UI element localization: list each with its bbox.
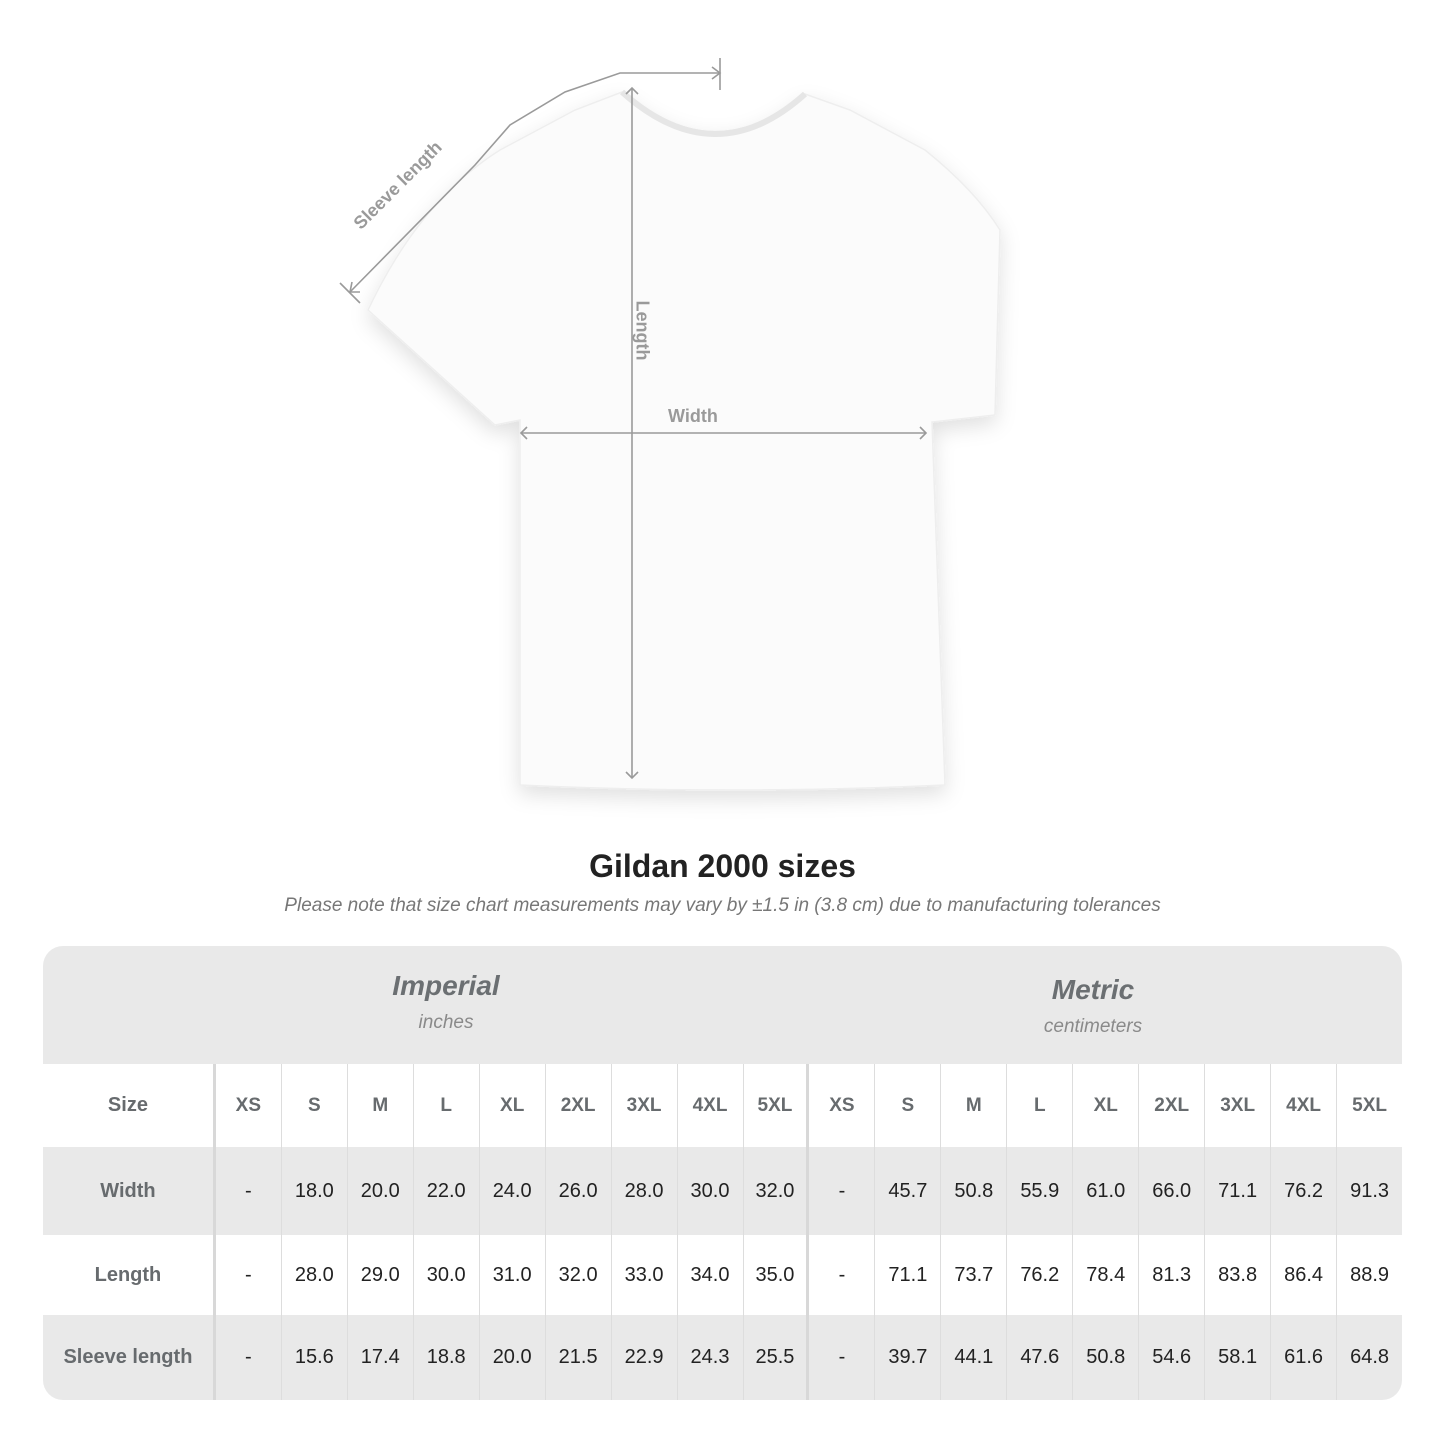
table-cell: 71.1 xyxy=(1205,1147,1272,1235)
size-header-cell: M xyxy=(348,1064,414,1147)
size-header-cell: 2XL xyxy=(1139,1064,1206,1147)
table-cell: 22.9 xyxy=(612,1315,678,1400)
size-header-cell: 3XL xyxy=(612,1064,678,1147)
table-cell: 86.4 xyxy=(1271,1235,1338,1315)
metric-header: Metric centimeters xyxy=(863,974,1323,1038)
table-cell: 34.0 xyxy=(678,1235,744,1315)
table-cell: 45.7 xyxy=(875,1147,942,1235)
table-cell: 73.7 xyxy=(941,1235,1008,1315)
table-cell: 66.0 xyxy=(1139,1147,1206,1235)
size-header-cell: L xyxy=(1007,1064,1074,1147)
table-cell: 55.9 xyxy=(1007,1147,1074,1235)
table-cell: 33.0 xyxy=(612,1235,678,1315)
table-cell: 44.1 xyxy=(941,1315,1008,1400)
size-header-cell: 4XL xyxy=(1271,1064,1338,1147)
table-cell: 30.0 xyxy=(414,1235,480,1315)
size-header-cell: S xyxy=(875,1064,942,1147)
table-cell: - xyxy=(809,1147,876,1235)
table-row: Width -18.0 20.0 22.0 24.0 26.0 28.0 30.0 32.0-4… xyxy=(43,1147,1402,1235)
size-header-cell: XL xyxy=(480,1064,546,1147)
size-header-cell: XS xyxy=(809,1064,876,1147)
table-cell: - xyxy=(216,1235,282,1315)
table-cell: 47.6 xyxy=(1007,1315,1074,1400)
table-cell: 29.0 xyxy=(348,1235,414,1315)
table-row: Length -28.0 29.0 30.0 31.0 32.0 33.0 34.0 35.0-… xyxy=(43,1235,1402,1315)
table-cell: 17.4 xyxy=(348,1315,414,1400)
imperial-unit: inches xyxy=(418,1012,474,1033)
table-cell: - xyxy=(216,1147,282,1235)
table-cell: 26.0 xyxy=(546,1147,612,1235)
metric-title: Metric xyxy=(1051,974,1135,1005)
table-cell: 64.8 xyxy=(1350,1346,1390,1368)
size-header-cell: 2XL xyxy=(546,1064,612,1147)
table-cell: 50.8 xyxy=(941,1147,1008,1235)
table-cell: - xyxy=(809,1235,876,1315)
size-header-cell: L xyxy=(414,1064,480,1147)
size-header-cell: 5XL xyxy=(1352,1094,1387,1116)
table-cell: 30.0 xyxy=(678,1147,744,1235)
width-label: Width xyxy=(668,406,718,426)
table-cell: 22.0 xyxy=(414,1147,480,1235)
size-header-cell: 3XL xyxy=(1205,1064,1272,1147)
size-header-cell: S xyxy=(282,1064,348,1147)
table-cell: 61.0 xyxy=(1073,1147,1140,1235)
imperial-header: Imperial inches xyxy=(216,970,676,1034)
table-cell: 18.8 xyxy=(414,1315,480,1400)
row-label: Width xyxy=(43,1147,216,1235)
table-cell: 32.0 xyxy=(744,1147,810,1235)
imperial-title: Imperial xyxy=(392,970,500,1001)
size-table: Imperial inches Metric centimeters Size X… xyxy=(43,946,1402,1400)
table-cell: 76.2 xyxy=(1007,1235,1074,1315)
chart-title: Gildan 2000 sizes xyxy=(589,848,856,884)
size-header-cell: 5XL xyxy=(744,1064,810,1147)
length-label: Length xyxy=(632,300,653,361)
table-cell: 18.0 xyxy=(282,1147,348,1235)
sleeve-length-line xyxy=(349,72,720,293)
size-header-cell: 4XL xyxy=(678,1064,744,1147)
tolerance-note: Please note that size chart measurements… xyxy=(284,895,1161,916)
table-cell: 61.6 xyxy=(1271,1315,1338,1400)
table-cell: 15.6 xyxy=(282,1315,348,1400)
table-cell: 88.9 xyxy=(1350,1263,1390,1286)
table-cell: 83.8 xyxy=(1205,1235,1272,1315)
table-cell: 91.3 xyxy=(1350,1179,1390,1202)
row-label: Length xyxy=(43,1235,216,1315)
table-cell: 24.3 xyxy=(678,1315,744,1400)
size-header-cell: M xyxy=(941,1064,1008,1147)
collar xyxy=(620,89,808,137)
table-cell: 50.8 xyxy=(1073,1315,1140,1400)
table-cell: 35.0 xyxy=(744,1235,810,1315)
table-cell: 39.7 xyxy=(875,1315,942,1400)
table-cell: 20.0 xyxy=(348,1147,414,1235)
table-row: Sleeve length -15.6 17.4 18.8 20.0 21.5 22.9 24… xyxy=(43,1315,1402,1400)
table-cell: 71.1 xyxy=(875,1235,942,1315)
table-cell: - xyxy=(809,1315,876,1400)
table-cell: 58.1 xyxy=(1205,1315,1272,1400)
table-cell: - xyxy=(216,1315,282,1400)
table-cell: 28.0 xyxy=(612,1147,678,1235)
table-cell: 32.0 xyxy=(546,1235,612,1315)
table-cell: 54.6 xyxy=(1139,1315,1206,1400)
tshirt-image xyxy=(367,91,1001,791)
table-cell: 24.0 xyxy=(480,1147,546,1235)
metric-unit: centimeters xyxy=(1043,1016,1143,1037)
size-header-cell: XS xyxy=(216,1064,282,1147)
table-cell: 78.4 xyxy=(1073,1235,1140,1315)
row-label: Size xyxy=(43,1064,216,1147)
tshirt-diagram xyxy=(339,58,1001,791)
table-cell: 76.2 xyxy=(1271,1147,1338,1235)
table-cell: 20.0 xyxy=(480,1315,546,1400)
table-cell: 28.0 xyxy=(282,1235,348,1315)
size-header-row: Size XS S M L XL 2XL 3XL 4XL 5XL XS S M L XL 2XL 3XL 4XL 5… xyxy=(43,1064,1402,1147)
table-cell: 25.5 xyxy=(744,1315,810,1400)
table-cell: 21.5 xyxy=(546,1315,612,1400)
table-cell: 31.0 xyxy=(480,1235,546,1315)
size-header-cell: XL xyxy=(1073,1064,1140,1147)
row-label: Sleeve length xyxy=(43,1315,216,1400)
table-cell: 81.3 xyxy=(1139,1235,1206,1315)
units-header xyxy=(43,946,1402,1064)
